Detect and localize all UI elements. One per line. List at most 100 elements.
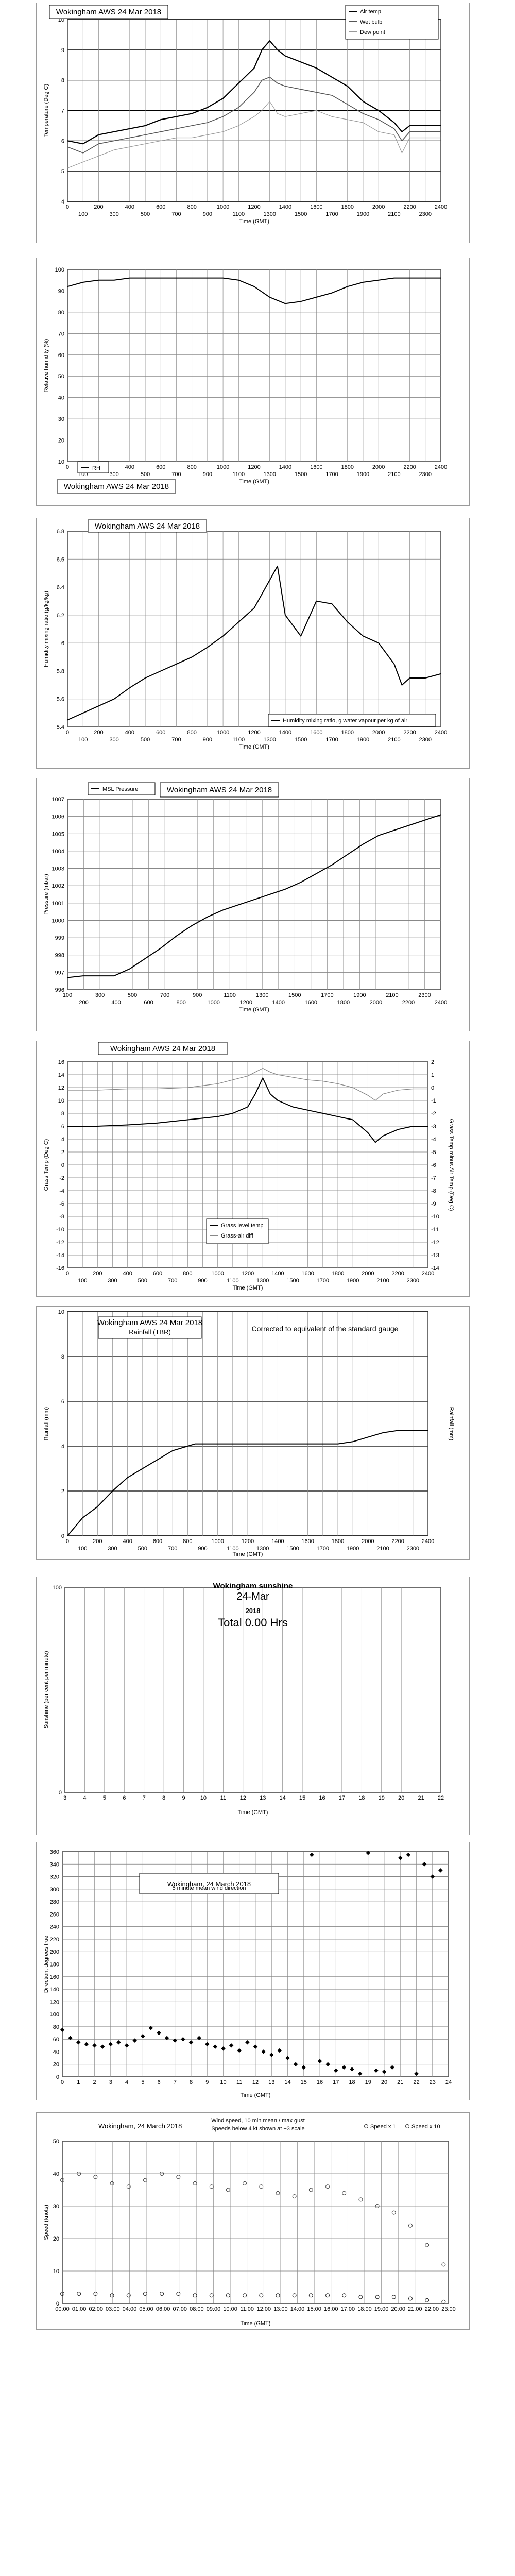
legend-swatch	[364, 2124, 368, 2128]
data-point	[243, 2293, 247, 2298]
x-tick-label: 2000	[362, 1270, 374, 1277]
x-tick-label: 2100	[388, 471, 400, 478]
x-tick-label: 600	[156, 464, 165, 470]
x-tick-label: 12	[240, 1795, 246, 1801]
x-tick-label: 0	[66, 1270, 69, 1277]
x-tick-label: 2100	[388, 737, 400, 743]
data-point	[310, 1852, 314, 1857]
series-line	[67, 565, 441, 721]
x-tick-label: 1800	[332, 1270, 344, 1277]
x-tick-label: 14	[284, 2079, 290, 2086]
x-tick-label: 19:00	[374, 2306, 389, 2312]
y2-tick-label: -4	[431, 1137, 436, 1143]
chart-title: Wokingham sunshine	[213, 1582, 293, 1590]
data-point	[408, 2296, 413, 2301]
y-tick-label: 100	[53, 1585, 62, 1591]
data-point	[375, 2295, 380, 2299]
x-tick-label: 17	[339, 1795, 345, 1801]
legend-box	[345, 5, 439, 40]
x-tick-label: 800	[187, 464, 196, 470]
data-point	[292, 2293, 297, 2298]
x-tick-label: 05:00	[139, 2306, 153, 2312]
x-tick-label: 1900	[357, 471, 369, 478]
data-point	[205, 2042, 210, 2047]
y2-tick-label: -11	[431, 1227, 439, 1233]
x-tick-label: 100	[78, 211, 88, 217]
data-point	[390, 2065, 394, 2070]
x-tick-label: 1700	[317, 1546, 329, 1552]
y-tick-label: 0	[61, 1533, 64, 1539]
series-line	[67, 1077, 428, 1143]
series-line	[67, 277, 441, 304]
x-tick-label: 2300	[407, 1546, 419, 1552]
y2-tick-label: -1	[431, 1098, 436, 1104]
data-point	[60, 2292, 64, 2296]
x-tick-label: 300	[108, 1546, 117, 1552]
data-point	[438, 1868, 443, 1873]
data-point	[126, 2184, 131, 2189]
series-line	[67, 40, 441, 145]
y-tick-label: 10	[53, 2268, 59, 2275]
x-tick-label: 300	[109, 737, 118, 743]
x-tick-label: 900	[203, 211, 212, 217]
x-tick-label: 1900	[347, 1278, 359, 1284]
data-point	[209, 2293, 214, 2298]
data-point	[382, 2070, 387, 2074]
x-tick-label: 800	[187, 730, 196, 736]
x-tick-label: 10	[200, 1795, 207, 1801]
legend-label: MSL Pressure	[102, 786, 138, 792]
y-tick-label: -16	[56, 1265, 64, 1272]
y-tick-label: 0	[56, 2301, 59, 2307]
x-tick-label: 1400	[272, 999, 285, 1006]
data-point	[157, 2030, 161, 2036]
x-tick-label: 1900	[357, 211, 369, 217]
y-tick-label: 8	[61, 1111, 64, 1117]
x-tick-label: 1000	[217, 204, 229, 210]
data-point	[317, 2059, 322, 2063]
x-tick-label: 1700	[321, 992, 333, 998]
x-tick-label: 1800	[341, 730, 354, 736]
x-tick-label: 200	[94, 204, 103, 210]
x-tick-label: 02:00	[89, 2306, 103, 2312]
x-tick-label: 04:00	[123, 2306, 137, 2312]
data-point	[141, 2033, 145, 2039]
data-point	[176, 2292, 181, 2296]
y2-tick-label: -9	[431, 1201, 436, 1207]
y-tick-label: 996	[55, 987, 64, 993]
x-tick-label: 21:00	[408, 2306, 422, 2312]
y-tick-label: 5	[61, 168, 64, 175]
chart-title: Wokingham AWS 24 Mar 2018	[97, 1318, 202, 1327]
wind-speed-chart-svg: 0 10 20 30 40 50 00:00 01:00 02:00 03:00 04:00 05:0…	[43, 2117, 456, 2327]
x-tick-label: 1000	[217, 464, 229, 470]
x-tick-label: 18:00	[357, 2306, 372, 2312]
x-tick-label: 400	[125, 464, 134, 470]
y-axis-label: Rainfall (mm)	[43, 1407, 49, 1440]
pressure-chart: 996 997 998 999 1000 1001 1002 1003 1004 1005 1006…	[36, 778, 470, 1031]
data-point	[422, 1862, 427, 1867]
chart-title: Wokingham, 24 March 2018	[98, 2122, 182, 2130]
y-tick-label: -12	[56, 1240, 64, 1246]
rainfall-chart: 0 2 4 6 8 10 0 100 200 300 400 500 600 700 800 900 1000 1…	[36, 1306, 470, 1560]
data-point	[108, 2042, 113, 2047]
x-tick-label: 1	[77, 2079, 80, 2086]
data-point	[213, 2044, 218, 2049]
x-tick-label: 1400	[279, 464, 291, 470]
x-tick-label: 1300	[263, 471, 276, 478]
chart-note: Speeds below 4 kt shown at +3 scale	[211, 2126, 304, 2132]
x-tick-label: 1100	[232, 737, 245, 743]
x-tick-label: 0	[61, 2079, 64, 2086]
y-tick-label: 240	[50, 1924, 59, 1930]
x-tick-label: 100	[78, 737, 88, 743]
legend-label: Humidity mixing ratio, g water vapour pe…	[283, 718, 407, 724]
x-tick-label: 18	[358, 1795, 365, 1801]
data-point	[188, 2040, 194, 2045]
x-tick-label: 500	[138, 1546, 147, 1552]
data-point	[116, 2040, 121, 2045]
legend-label: Speed x 1	[370, 2124, 396, 2130]
x-axis-label: Time (GMT)	[241, 2320, 271, 2327]
data-point	[237, 2048, 242, 2053]
x-tick-label: 03:00	[106, 2306, 120, 2312]
plot-frame	[67, 799, 441, 990]
y-tick-label: 1003	[52, 866, 64, 872]
x-tick-label: 700	[171, 737, 181, 743]
